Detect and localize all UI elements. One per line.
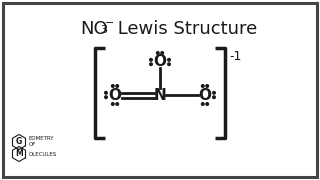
Text: EOMETRY: EOMETRY <box>28 136 54 141</box>
Text: G: G <box>16 138 22 147</box>
Circle shape <box>206 85 209 87</box>
Circle shape <box>168 63 170 66</box>
Text: NO: NO <box>80 20 108 38</box>
Circle shape <box>116 85 118 87</box>
Circle shape <box>105 91 107 94</box>
Text: 3: 3 <box>100 25 107 35</box>
Text: OF: OF <box>28 141 36 147</box>
Circle shape <box>168 58 170 61</box>
Circle shape <box>156 52 159 54</box>
Text: N: N <box>154 87 166 102</box>
Circle shape <box>111 103 114 105</box>
Circle shape <box>202 85 204 87</box>
Circle shape <box>202 103 204 105</box>
Text: O: O <box>198 87 212 102</box>
Circle shape <box>116 103 118 105</box>
Text: O: O <box>108 87 122 102</box>
Text: OLECULES: OLECULES <box>28 152 57 158</box>
Text: −: − <box>105 18 114 28</box>
Circle shape <box>150 63 152 66</box>
Text: M: M <box>15 150 23 159</box>
Circle shape <box>150 58 152 61</box>
Text: -1: -1 <box>229 50 241 63</box>
Circle shape <box>206 103 209 105</box>
Circle shape <box>161 52 164 54</box>
Circle shape <box>213 96 215 98</box>
Circle shape <box>105 96 107 98</box>
Text: Lewis Structure: Lewis Structure <box>112 20 257 38</box>
Circle shape <box>213 91 215 94</box>
Circle shape <box>111 85 114 87</box>
Text: O: O <box>154 55 166 69</box>
